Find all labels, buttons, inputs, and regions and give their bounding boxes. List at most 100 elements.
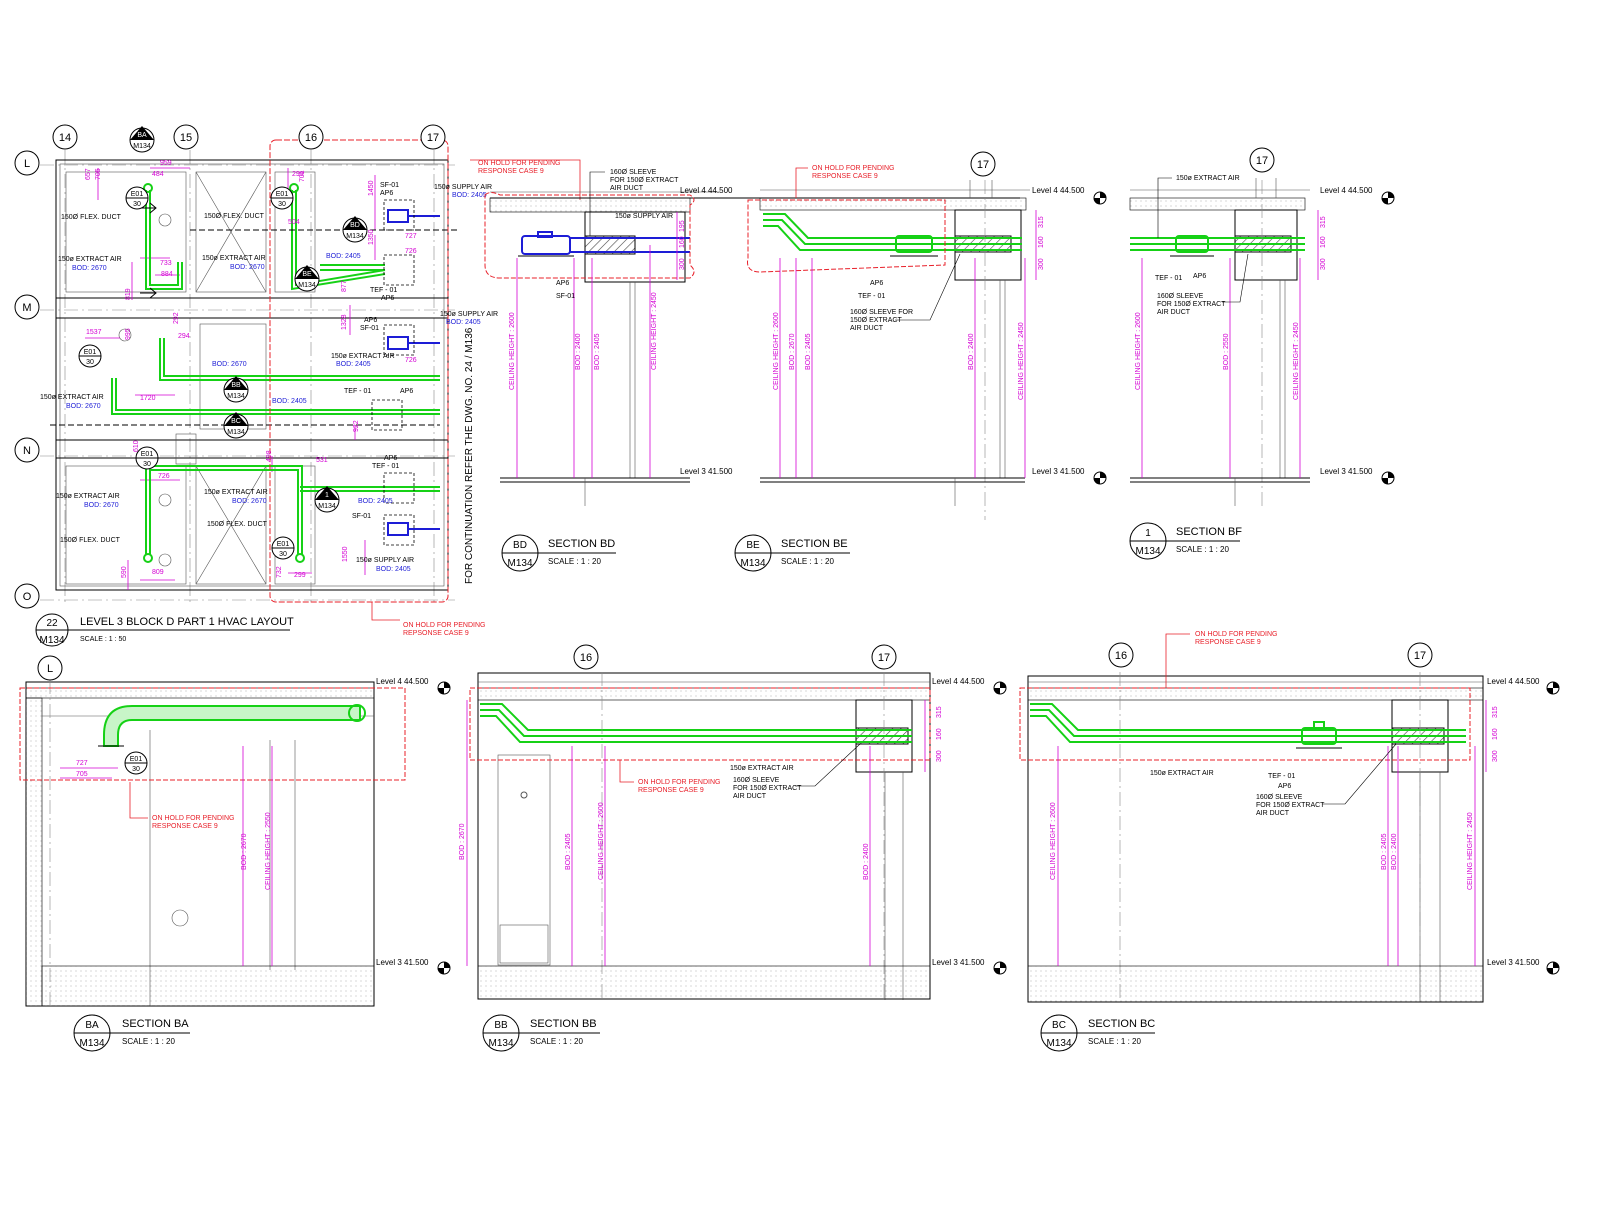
svg-text:300: 300 bbox=[1320, 258, 1327, 270]
svg-text:M134: M134 bbox=[133, 143, 151, 150]
svg-text:L: L bbox=[47, 663, 53, 675]
bod-label: BOD: 2670 bbox=[230, 264, 265, 271]
svg-text:160Ø SLEEVE: 160Ø SLEEVE bbox=[1157, 293, 1204, 300]
grid-bubble-17-bc: 17 bbox=[1407, 642, 1433, 668]
section-bc: CEILING HEIGHT : 2600 BOD : 2405 BOD : 2… bbox=[1019, 631, 1560, 1052]
svg-text:959: 959 bbox=[160, 160, 172, 167]
tef01-label: TEF - 01 bbox=[372, 463, 399, 470]
revision-cloud-plan bbox=[269, 139, 449, 603]
svg-text:160Ø SLEEVE: 160Ø SLEEVE bbox=[733, 777, 780, 784]
svg-text:CEILING HEIGHT : 2600: CEILING HEIGHT : 2600 bbox=[1050, 802, 1057, 880]
svg-text:SCALE : 1 : 20: SCALE : 1 : 20 bbox=[1176, 545, 1229, 554]
svg-text:SCALE : 1 : 20: SCALE : 1 : 20 bbox=[548, 557, 601, 566]
section-marker-bb: BB M134 bbox=[223, 376, 249, 403]
ap6-label: AP6 bbox=[381, 295, 394, 302]
svg-text:CEILING HEIGHT : 2550: CEILING HEIGHT : 2550 bbox=[265, 812, 272, 890]
svg-text:17: 17 bbox=[1414, 650, 1426, 662]
svg-text:M134: M134 bbox=[740, 558, 765, 569]
svg-text:BOD : 2405: BOD : 2405 bbox=[594, 333, 601, 370]
svg-text:M134: M134 bbox=[39, 635, 64, 646]
svg-text:M: M bbox=[22, 302, 31, 314]
svg-text:M134: M134 bbox=[79, 1038, 104, 1049]
section-be: CEILING HEIGHT : 2600 BOD : 2670 BOD : 2… bbox=[734, 151, 1107, 572]
bod-label: BOD: 2670 bbox=[232, 498, 267, 505]
svg-text:CEILING HEIGHT : 2450: CEILING HEIGHT : 2450 bbox=[1018, 322, 1025, 400]
svg-text:FOR 150Ø EXTRACT: FOR 150Ø EXTRACT bbox=[610, 177, 679, 184]
svg-text:SECTION BE: SECTION BE bbox=[781, 538, 848, 550]
svg-text:315: 315 bbox=[1492, 706, 1499, 718]
svg-text:BOD : 2405: BOD : 2405 bbox=[565, 833, 572, 870]
svg-text:E01: E01 bbox=[131, 191, 144, 198]
svg-text:SECTION BA: SECTION BA bbox=[122, 1018, 189, 1030]
level-marker bbox=[1381, 191, 1395, 485]
svg-text:292: 292 bbox=[173, 312, 180, 324]
ap6-label: AP6 bbox=[400, 388, 413, 395]
svg-text:195: 195 bbox=[679, 220, 686, 232]
section-bc-title: BC M134 SECTION BC SCALE : 1 : 20 bbox=[1040, 1014, 1155, 1052]
svg-text:E01: E01 bbox=[141, 451, 154, 458]
svg-text:809: 809 bbox=[152, 569, 164, 576]
svg-text:SECTION BF: SECTION BF bbox=[1176, 526, 1242, 538]
svg-text:160: 160 bbox=[679, 236, 686, 248]
sf01-label: SF-01 bbox=[352, 513, 371, 520]
svg-text:726: 726 bbox=[405, 357, 417, 364]
svg-text:M134: M134 bbox=[318, 503, 336, 510]
bod-label: BOD: 2405 bbox=[358, 498, 393, 505]
flex-duct-label: 150Ø FLEX. DUCT bbox=[207, 521, 268, 528]
svg-text:884: 884 bbox=[161, 271, 173, 278]
svg-text:1350: 1350 bbox=[368, 229, 375, 245]
svg-text:300: 300 bbox=[679, 258, 686, 270]
plan-title: LEVEL 3 BLOCK D PART 1 HVAC LAYOUT bbox=[80, 616, 294, 628]
svg-text:AIR DUCT: AIR DUCT bbox=[1256, 810, 1290, 817]
svg-text:FOR 150Ø EXTRACT: FOR 150Ø EXTRACT bbox=[733, 785, 802, 792]
svg-text:922: 922 bbox=[353, 420, 360, 432]
level-marker bbox=[1093, 191, 1107, 205]
svg-text:CEILING HEIGHT : 2450: CEILING HEIGHT : 2450 bbox=[1293, 322, 1300, 400]
extract-air-label: 150ø EXTRACT AIR bbox=[56, 493, 120, 500]
svg-text:BOD : 2670: BOD : 2670 bbox=[789, 333, 796, 370]
hold-note-bottom-line1: ON HOLD FOR PENDING bbox=[403, 622, 485, 629]
svg-text:AIR DUCT: AIR DUCT bbox=[610, 185, 644, 192]
svg-text:14: 14 bbox=[59, 132, 71, 144]
bod-label: BOD: 2670 bbox=[212, 361, 247, 368]
bod-label: BOD: 2670 bbox=[72, 265, 107, 272]
svg-text:BOD : 2405: BOD : 2405 bbox=[805, 333, 812, 370]
svg-text:CEILING HEIGHT : 2600: CEILING HEIGHT : 2600 bbox=[509, 312, 516, 390]
svg-text:726: 726 bbox=[158, 473, 170, 480]
grid-bubble-N: N bbox=[14, 437, 40, 463]
svg-text:BC: BC bbox=[1052, 1020, 1066, 1031]
supply-air-label: 150ø SUPPLY AIR bbox=[356, 557, 414, 564]
svg-text:BOD : 2550: BOD : 2550 bbox=[1223, 333, 1230, 370]
svg-text:Level 4 44.500: Level 4 44.500 bbox=[932, 677, 985, 686]
svg-text:531: 531 bbox=[316, 457, 328, 464]
svg-text:160: 160 bbox=[1492, 728, 1499, 740]
svg-text:BOD : 2400: BOD : 2400 bbox=[968, 333, 975, 370]
grid-bubble-L: L bbox=[14, 150, 40, 176]
svg-text:M134: M134 bbox=[488, 1038, 513, 1049]
flex-duct-label: 150Ø FLEX. DUCT bbox=[60, 537, 121, 544]
extract-air-label: 150ø EXTRACT AIR bbox=[204, 489, 268, 496]
grid-bubble-14: 14 bbox=[52, 124, 78, 150]
section-marker-ba: BA M134 bbox=[129, 126, 155, 153]
svg-text:160Ø SLEEVE: 160Ø SLEEVE bbox=[610, 169, 657, 176]
extract-air-label: 150ø EXTRACT AIR bbox=[331, 353, 395, 360]
svg-text:BE: BE bbox=[746, 540, 760, 551]
svg-text:AP6: AP6 bbox=[1193, 273, 1206, 280]
svg-text:SECTION BD: SECTION BD bbox=[548, 538, 615, 550]
extract-duct-run-bottom bbox=[143, 465, 440, 563]
plan-dimension-values: 657 705 959 484 733 884 819 1537 995 292… bbox=[85, 160, 417, 579]
svg-text:SCALE : 1 : 20: SCALE : 1 : 20 bbox=[530, 1037, 583, 1046]
svg-text:160: 160 bbox=[936, 728, 943, 740]
level-marker bbox=[993, 681, 1007, 975]
svg-text:877: 877 bbox=[341, 280, 348, 292]
svg-text:1720: 1720 bbox=[140, 395, 156, 402]
svg-text:150ø EXTRACT AIR: 150ø EXTRACT AIR bbox=[730, 765, 794, 772]
extract-air-label: 150ø EXTRACT AIR bbox=[58, 256, 122, 263]
grid-bubble-16-bc: 16 bbox=[1108, 642, 1134, 668]
svg-text:AIR DUCT: AIR DUCT bbox=[850, 325, 884, 332]
svg-text:294: 294 bbox=[178, 333, 190, 340]
svg-text:CEILING HEIGHT : 2450: CEILING HEIGHT : 2450 bbox=[1467, 812, 1474, 890]
svg-text:AIR DUCT: AIR DUCT bbox=[1157, 309, 1191, 316]
section-marker-bf: 1 M134 bbox=[314, 486, 340, 513]
svg-text:701: 701 bbox=[299, 170, 306, 182]
